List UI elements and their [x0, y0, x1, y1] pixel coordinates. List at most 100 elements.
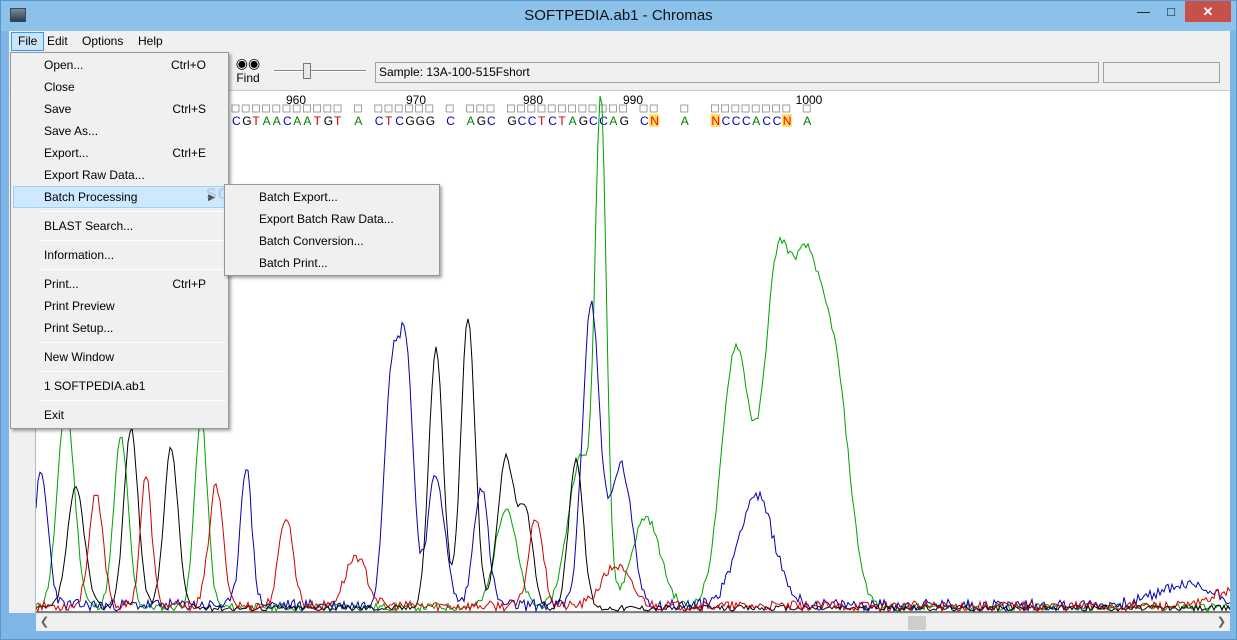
find-label: Find [236, 71, 260, 85]
menu-batch-processing[interactable]: Batch Processing ▶ [13, 186, 226, 208]
base-call: C [722, 114, 731, 128]
base-call: A [752, 114, 760, 128]
menu-batch-export[interactable]: Batch Export... [259, 190, 338, 204]
base-call: G [507, 114, 516, 128]
scroll-thumb[interactable] [908, 616, 926, 630]
menu-information[interactable]: Information... [44, 248, 115, 262]
base-call: A [681, 114, 689, 128]
menu-separator [41, 211, 226, 212]
menu-batch-print[interactable]: Batch Print... [259, 256, 328, 270]
quality-box [506, 104, 515, 113]
base-call: G [324, 114, 333, 128]
quality-box [333, 104, 342, 113]
base-call: C [762, 114, 771, 128]
menu-save[interactable]: Save Ctrl+S [44, 102, 206, 116]
base-call: C [773, 114, 782, 128]
menu-close[interactable]: Close [44, 80, 75, 94]
quality-box [741, 104, 750, 113]
base-call: A [293, 114, 301, 128]
quality-box [527, 104, 536, 113]
menu-open[interactable]: Open... Ctrl+O [44, 58, 206, 72]
close-button[interactable]: ✕ [1185, 1, 1231, 22]
menu-exit[interactable]: Exit [44, 408, 65, 422]
binoculars-icon: ◉◉ [235, 55, 261, 71]
menu-edit[interactable]: Edit [47, 34, 68, 48]
zoom-slider[interactable] [272, 59, 368, 83]
position-label: 990 [623, 93, 643, 107]
quality-box [649, 104, 658, 113]
scroll-right-icon[interactable]: ❯ [1216, 616, 1227, 628]
menu-separator [41, 269, 226, 270]
base-call: A [467, 114, 475, 128]
app-icon[interactable] [10, 8, 26, 22]
horizontal-scrollbar[interactable]: ❮ ❯ [36, 613, 1230, 631]
quality-box [292, 104, 301, 113]
base-call: C [375, 114, 384, 128]
position-label: 970 [406, 93, 426, 107]
find-button[interactable]: ◉◉ Find [234, 55, 262, 89]
menu-export-raw[interactable]: Export Raw Data... [44, 168, 145, 182]
trace-g-black [36, 318, 1230, 613]
base-call: C [548, 114, 557, 128]
menu-bar: File Edit Options Help [9, 31, 1230, 51]
menu-print-preview[interactable]: Print Preview [44, 299, 115, 313]
quality-box [282, 104, 291, 113]
menu-recent-file[interactable]: 1 SOFTPEDIA.ab1 [44, 379, 146, 393]
menu-help[interactable]: Help [138, 34, 163, 48]
menu-export-batch-raw[interactable]: Export Batch Raw Data... [259, 212, 394, 226]
quality-box [558, 104, 566, 113]
quality-box [751, 104, 760, 113]
quality-box [578, 104, 587, 113]
quality-box [384, 104, 393, 113]
base-call: N [711, 114, 720, 128]
base-call: C [283, 114, 292, 128]
quality-box [425, 104, 434, 113]
scroll-left-icon[interactable]: ❮ [39, 616, 50, 628]
quality-box [302, 104, 311, 113]
quality-box [445, 104, 454, 113]
menu-save-as[interactable]: Save As... [44, 124, 99, 138]
minimize-button[interactable]: — [1137, 4, 1150, 19]
slider-thumb[interactable] [303, 63, 311, 79]
position-label: 1000 [796, 93, 823, 107]
base-call: C [589, 114, 598, 128]
menu-print-setup[interactable]: Print Setup... [44, 321, 114, 335]
base-call: T [558, 114, 566, 128]
file-menu-dropdown: Open... Ctrl+O Close Save Ctrl+S Save As..… [10, 52, 229, 429]
quality-box [323, 104, 332, 113]
quality-box [231, 104, 240, 113]
quality-box [313, 104, 322, 113]
menu-export[interactable]: Export... Ctrl+E [44, 146, 206, 160]
base-call: A [803, 114, 811, 128]
quality-box [476, 104, 485, 113]
quality-box [272, 104, 281, 113]
position-label: 960 [286, 93, 306, 107]
quality-box [547, 104, 556, 113]
base-call: G [426, 114, 435, 128]
menu-file[interactable]: File [11, 32, 45, 51]
base-call: T [314, 114, 322, 128]
base-call: C [487, 114, 496, 128]
base-call: C [732, 114, 741, 128]
base-call: T [334, 114, 342, 128]
menu-batch-conversion[interactable]: Batch Conversion... [259, 234, 364, 248]
base-call: C [599, 114, 608, 128]
menu-options[interactable]: Options [82, 34, 124, 48]
position-label: 980 [523, 93, 543, 107]
slider-track [274, 70, 366, 72]
quality-box [241, 104, 250, 113]
base-call: C [742, 114, 751, 128]
menu-blast-search[interactable]: BLAST Search... [44, 219, 134, 233]
sample-name-field: Sample: 13A-100-515Fshort [375, 62, 1099, 83]
menu-new-window[interactable]: New Window [44, 350, 115, 364]
menu-print[interactable]: Print... Ctrl+P [44, 277, 206, 291]
quality-box [619, 104, 627, 113]
quality-box [680, 104, 689, 113]
quality-box [609, 104, 617, 113]
quality-box [486, 104, 495, 113]
maximize-button[interactable]: □ [1167, 4, 1175, 19]
quality-box [721, 104, 729, 113]
